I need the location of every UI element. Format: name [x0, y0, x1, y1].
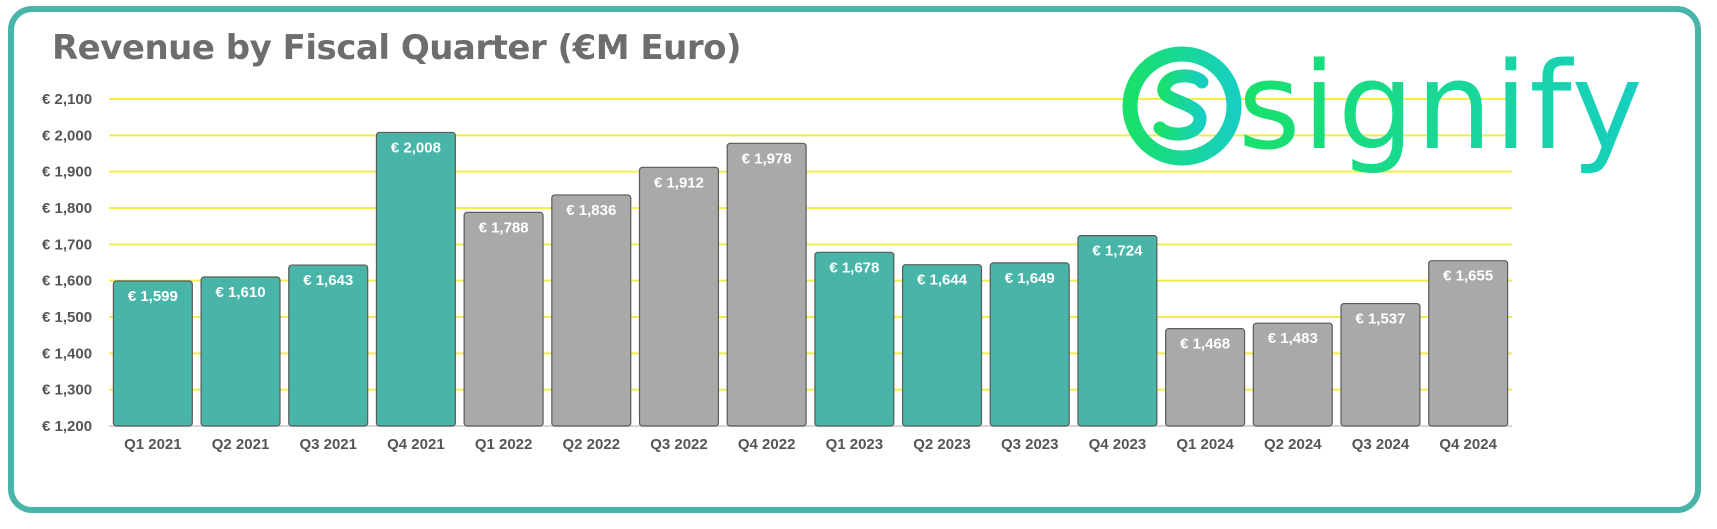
bar: [375, 131, 456, 427]
x-tick-label: Q4 2022: [738, 436, 796, 453]
bar-value-label: € 1,537: [1355, 311, 1405, 328]
x-tick-label: Q1 2022: [475, 436, 533, 453]
bar: [1340, 302, 1421, 427]
bar: [989, 262, 1070, 427]
x-tick-label: Q2 2024: [1264, 436, 1322, 453]
bar: [814, 251, 895, 427]
bar: [200, 276, 281, 427]
y-tick-label: € 1,800: [42, 200, 92, 217]
y-tick-label: € 1,600: [42, 273, 92, 290]
bar: [1252, 322, 1333, 427]
x-tick-label: Q3 2024: [1352, 436, 1410, 453]
x-tick-label: Q1 2023: [826, 436, 884, 453]
bar: [463, 211, 544, 427]
y-tick-label: € 1,500: [42, 309, 92, 326]
bar-value-label: € 1,468: [1180, 336, 1230, 353]
bar-value-label: € 1,978: [742, 150, 792, 167]
bar: [551, 194, 632, 427]
bar: [288, 264, 369, 427]
bar-value-label: € 1,788: [479, 219, 529, 236]
x-tick-label: Q4 2024: [1439, 436, 1497, 453]
bar-value-label: € 1,643: [303, 272, 353, 289]
brand-name: signify: [1238, 40, 1640, 177]
bar: [901, 264, 983, 427]
bar-value-label: € 1,678: [829, 259, 879, 276]
bar: [112, 280, 193, 427]
bar-value-label: € 1,836: [566, 202, 616, 219]
x-tick-label: Q3 2022: [650, 436, 708, 453]
x-tick-label: Q4 2021: [387, 436, 445, 453]
bar-value-label: € 1,655: [1443, 268, 1493, 285]
bar-value-label: € 1,610: [216, 284, 266, 301]
brand-logo: signify: [1122, 40, 1640, 177]
bar: [1165, 328, 1246, 427]
x-tick-label: Q2 2023: [913, 436, 971, 453]
x-tick-label: Q3 2023: [1001, 436, 1059, 453]
bar-value-label: € 1,599: [128, 288, 178, 305]
x-tick-label: Q4 2023: [1089, 436, 1147, 453]
bar: [638, 166, 720, 427]
y-tick-label: € 1,700: [42, 236, 92, 253]
y-tick-label: € 1,200: [42, 418, 92, 435]
y-tick-label: € 1,900: [42, 164, 92, 181]
bar: [726, 142, 807, 427]
bar: [1428, 260, 1509, 427]
chart-title: Revenue by Fiscal Quarter (€M Euro): [52, 28, 742, 68]
y-tick-label: € 1,300: [42, 382, 92, 399]
x-tick-label: Q1 2021: [124, 436, 182, 453]
bar-value-label: € 1,649: [1005, 270, 1055, 287]
x-tick-label: Q1 2024: [1176, 436, 1234, 453]
s-circle-logo-icon: [1122, 46, 1242, 166]
bar-value-label: € 1,724: [1092, 243, 1143, 260]
x-tick-label: Q3 2021: [299, 436, 357, 453]
x-tick-label: Q2 2022: [563, 436, 621, 453]
bar: [1077, 235, 1158, 427]
y-tick-label: € 2,000: [42, 127, 92, 144]
x-tick-label: Q2 2021: [212, 436, 270, 453]
bar-value-label: € 1,912: [654, 174, 704, 191]
bar-value-label: € 2,008: [391, 139, 441, 156]
bar-value-label: € 1,644: [917, 272, 968, 289]
y-tick-label: € 2,100: [42, 91, 92, 108]
y-tick-label: € 1,400: [42, 345, 92, 362]
bar-value-label: € 1,483: [1268, 330, 1318, 347]
